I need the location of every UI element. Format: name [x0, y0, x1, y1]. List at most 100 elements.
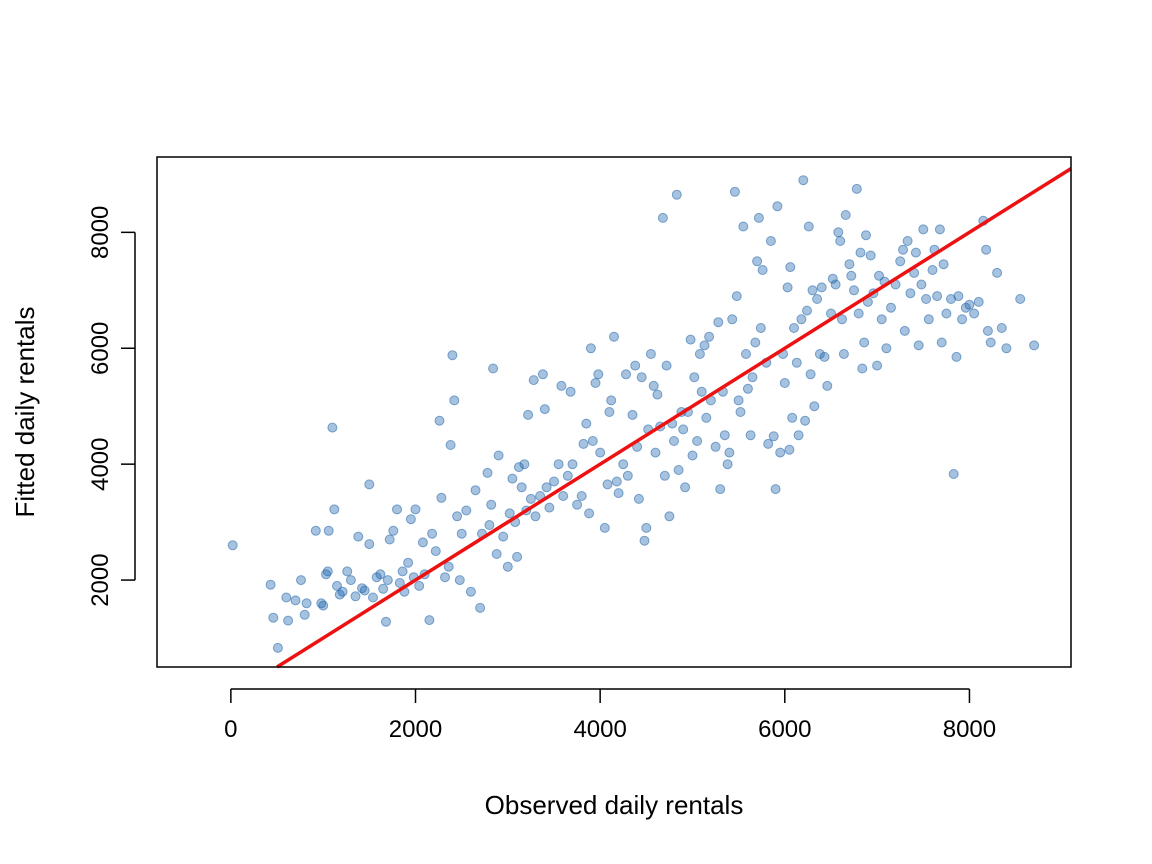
- data-point: [800, 415, 811, 426]
- data-point: [913, 340, 924, 351]
- data-point: [733, 395, 744, 406]
- data-point: [606, 395, 617, 406]
- data-point: [816, 282, 827, 293]
- data-point: [948, 469, 959, 479]
- data-point: [809, 401, 820, 412]
- data-point: [923, 314, 934, 325]
- data-point: [454, 575, 465, 586]
- data-point: [872, 360, 883, 371]
- data-point: [301, 598, 312, 609]
- data-point: [685, 334, 696, 345]
- data-point: [539, 404, 550, 415]
- y-axis-title: Fitted daily rentals: [10, 307, 40, 518]
- data-point: [763, 438, 774, 449]
- data-point: [581, 418, 592, 429]
- data-point: [936, 337, 947, 348]
- data-point: [562, 470, 573, 481]
- data-point: [765, 236, 776, 246]
- data-point: [350, 591, 361, 602]
- y-tick-label: 2000: [87, 553, 114, 606]
- data-point: [323, 525, 334, 536]
- data-point: [853, 308, 864, 319]
- data-point: [618, 459, 629, 470]
- data-point: [934, 224, 945, 235]
- data-point: [899, 325, 910, 336]
- data-point: [630, 360, 641, 371]
- data-point: [785, 262, 796, 273]
- data-point: [565, 386, 576, 397]
- data-point: [475, 602, 486, 613]
- data-point: [833, 227, 844, 238]
- data-point: [855, 247, 866, 258]
- data-point: [602, 479, 613, 490]
- data-point: [364, 539, 375, 550]
- data-point: [584, 508, 595, 519]
- data-point: [985, 337, 996, 348]
- data-point: [895, 256, 906, 267]
- data-point: [673, 465, 684, 475]
- data-point: [537, 369, 548, 380]
- y-tick-label: 6000: [87, 322, 114, 375]
- data-point: [796, 314, 807, 325]
- data-point: [835, 236, 846, 246]
- data-point: [812, 294, 823, 304]
- data-point: [838, 349, 849, 359]
- data-point: [268, 612, 279, 623]
- data-point: [678, 424, 689, 435]
- data-point: [805, 369, 816, 380]
- data-point: [627, 409, 638, 420]
- data-point: [613, 488, 624, 499]
- data-point: [793, 430, 804, 441]
- data-point: [753, 212, 764, 223]
- data-point: [807, 285, 818, 296]
- data-point: [488, 363, 499, 374]
- data-point: [851, 183, 862, 194]
- data-point: [876, 314, 887, 325]
- data-point: [745, 430, 756, 441]
- data-point: [779, 378, 790, 388]
- data-point: [982, 325, 993, 336]
- data-point: [861, 230, 871, 241]
- data-point: [576, 491, 587, 501]
- data-point: [465, 586, 476, 597]
- x-tick-label: 2000: [389, 716, 442, 743]
- data-point: [881, 343, 892, 354]
- data-point: [1015, 294, 1026, 304]
- data-point: [789, 323, 799, 333]
- data-point: [227, 540, 238, 551]
- data-point: [452, 511, 463, 522]
- data-point: [791, 357, 802, 368]
- reference-line: [276, 167, 1072, 669]
- data-point: [447, 350, 458, 361]
- data-point: [310, 525, 321, 536]
- data-point: [715, 484, 726, 495]
- data-point: [757, 265, 768, 275]
- data-point: [329, 504, 340, 515]
- data-point: [822, 380, 833, 391]
- data-point: [837, 314, 847, 325]
- data-point: [424, 615, 435, 626]
- data-point: [657, 212, 668, 223]
- data-point: [719, 430, 730, 441]
- data-point: [827, 273, 838, 284]
- data-point: [470, 485, 481, 496]
- data-point: [388, 525, 399, 536]
- data-point: [650, 447, 661, 458]
- data-point: [558, 491, 569, 501]
- data-point: [405, 514, 416, 525]
- data-point: [921, 294, 932, 304]
- data-point: [775, 447, 786, 458]
- data-point: [722, 459, 733, 470]
- data-point: [636, 372, 647, 383]
- data-point: [738, 221, 749, 232]
- data-point: [639, 535, 650, 546]
- data-point: [946, 294, 956, 304]
- data-point: [964, 299, 975, 310]
- x-tick-label: 0: [224, 716, 237, 743]
- data-point: [572, 499, 583, 510]
- data-point: [798, 175, 809, 186]
- data-point: [1001, 343, 1012, 354]
- data-point: [281, 592, 292, 603]
- data-point: [621, 369, 631, 380]
- data-point: [687, 450, 698, 461]
